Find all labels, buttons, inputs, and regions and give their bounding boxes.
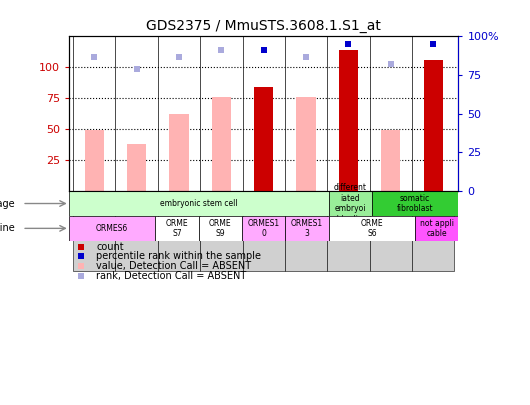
Title: GDS2375 / MmuSTS.3608.1.S1_at: GDS2375 / MmuSTS.3608.1.S1_at	[146, 19, 381, 33]
Bar	[158, 191, 200, 271]
Bar	[339, 130, 358, 191]
Bar	[415, 216, 458, 241]
Text: ORME
S7: ORME S7	[166, 219, 189, 238]
Bar	[339, 50, 358, 191]
Bar	[369, 191, 412, 271]
Text: development stage: development stage	[0, 198, 14, 209]
Text: somatic
fibroblast: somatic fibroblast	[397, 194, 434, 213]
Text: not appli
cable: not appli cable	[420, 219, 454, 238]
Bar	[199, 216, 242, 241]
Bar	[381, 130, 400, 191]
Text: ORMES6: ORMES6	[96, 224, 128, 233]
Bar	[69, 216, 155, 241]
Text: ORMES1
3: ORMES1 3	[291, 219, 323, 238]
Bar	[285, 191, 327, 271]
Text: ORME
S6: ORME S6	[360, 219, 383, 238]
Bar	[329, 216, 415, 241]
Bar	[296, 97, 315, 191]
Bar	[212, 97, 231, 191]
Text: ORME
S9: ORME S9	[209, 219, 232, 238]
Text: rank, Detection Call = ABSENT: rank, Detection Call = ABSENT	[96, 271, 246, 281]
Bar	[69, 191, 329, 216]
Text: value, Detection Call = ABSENT: value, Detection Call = ABSENT	[96, 261, 251, 271]
Bar	[372, 191, 458, 216]
Text: embryonic stem cell: embryonic stem cell	[160, 199, 237, 208]
Bar	[242, 216, 285, 241]
Bar	[155, 216, 199, 241]
Text: percentile rank within the sample: percentile rank within the sample	[96, 251, 261, 261]
Text: count: count	[96, 242, 124, 252]
Text: different
iated
embryoi
d bodies: different iated embryoi d bodies	[334, 183, 367, 224]
Bar	[423, 60, 443, 191]
Bar	[327, 191, 369, 271]
Bar	[85, 130, 104, 191]
Bar	[254, 87, 273, 191]
Bar	[127, 144, 146, 191]
Bar	[116, 191, 158, 271]
Text: cell line: cell line	[0, 224, 14, 233]
Bar	[412, 191, 454, 271]
Bar	[73, 191, 116, 271]
Bar	[329, 191, 372, 216]
Bar	[243, 191, 285, 271]
Bar	[285, 216, 329, 241]
Bar	[170, 114, 189, 191]
Text: ORMES1
0: ORMES1 0	[248, 219, 280, 238]
Bar	[200, 191, 243, 271]
